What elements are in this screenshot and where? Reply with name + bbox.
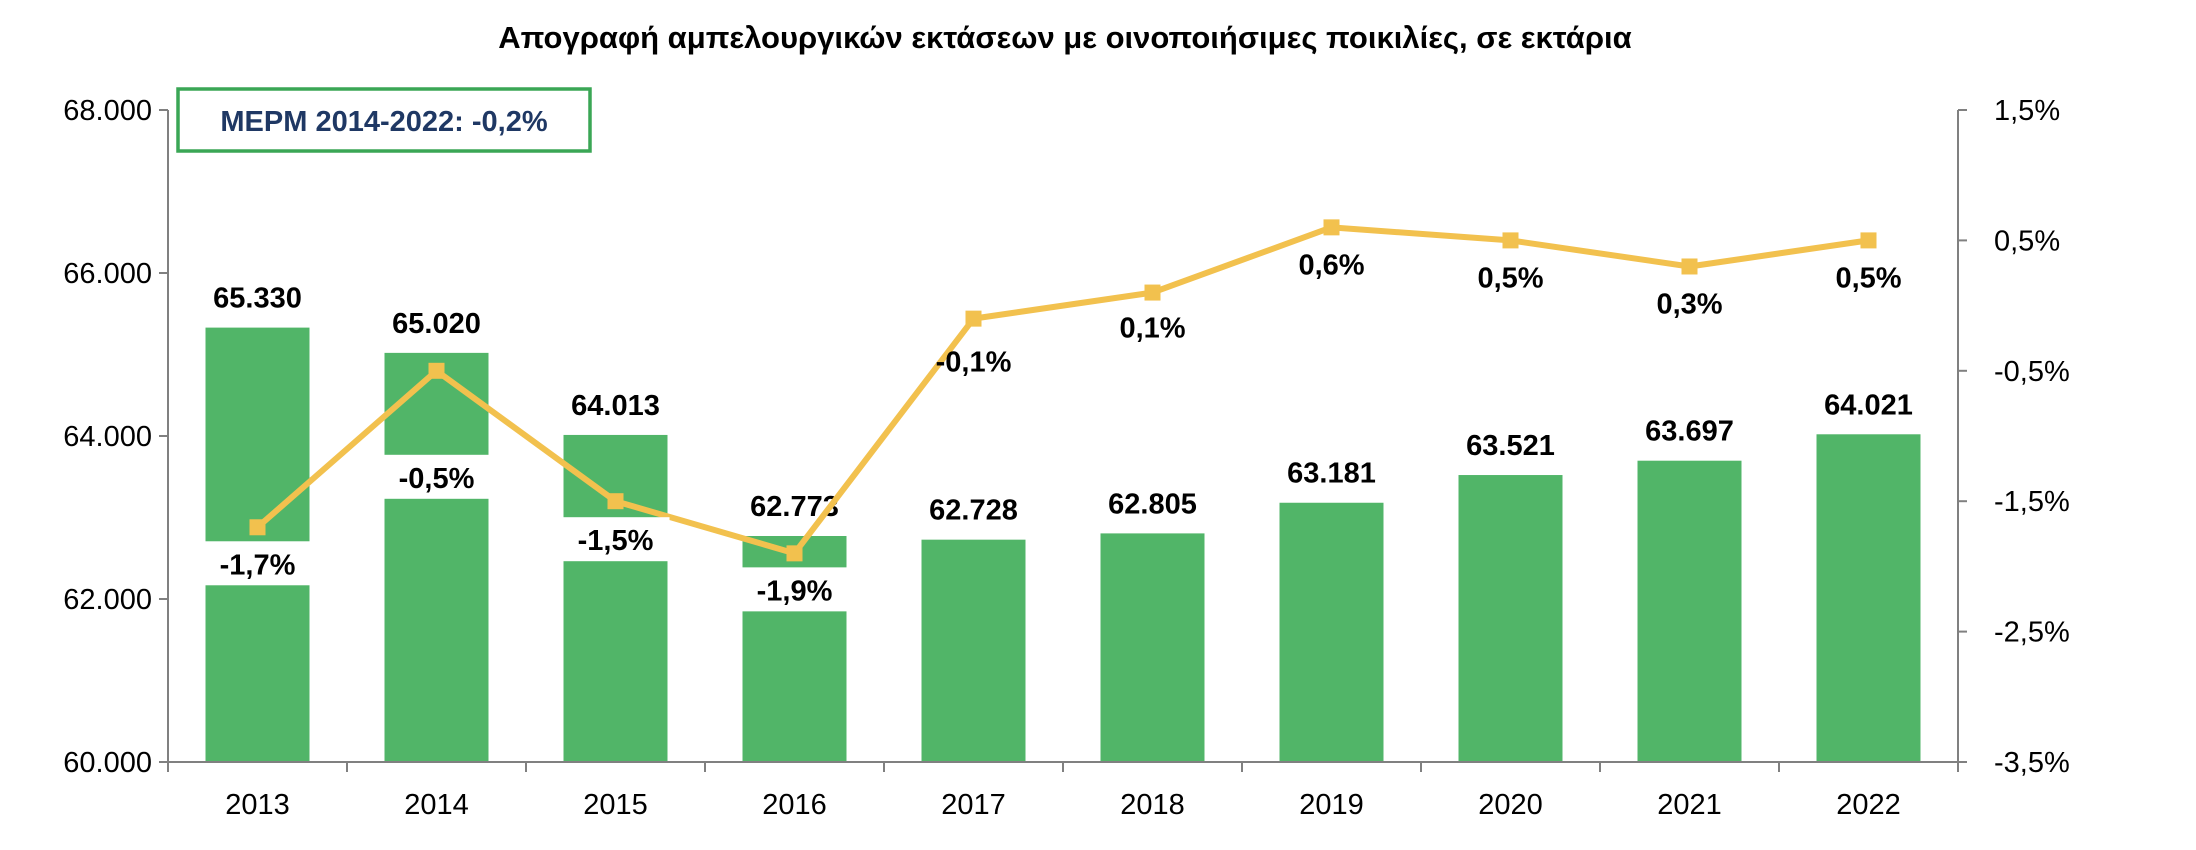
line-path (255, 224, 1869, 557)
line-label-bg-2013 (203, 541, 312, 586)
left-axis-tick-label: 68.000 (63, 95, 152, 127)
bar-label-2019: 63.181 (1287, 458, 1376, 490)
line-point-2020 (1502, 232, 1519, 249)
x-axis-label-2014: 2014 (404, 789, 469, 821)
left-axis-tick-label: 62.000 (63, 584, 152, 616)
line-label-2013: -1,7% (220, 549, 296, 581)
line-point-2016 (786, 545, 803, 562)
bar-series: 65.330 65.020 64.013 62.773 62.728 62.805 63.1… (205, 283, 1921, 762)
line-series: -1,7% -0,5% -1,5% -1,9% -0,1% 0,1% 0,6% 0,5% 0,3… (203, 219, 1902, 612)
mepm-annotation-text: ΜΕΡΜ 2014-2022: -0,2% (220, 106, 547, 138)
line-label-2019: 0,6% (1298, 249, 1364, 281)
left-y-axis: 60.000 62.000 64.000 66.000 68.000 (63, 95, 169, 779)
bar-label-2021: 63.697 (1645, 416, 1734, 448)
bar-2020 (1458, 475, 1563, 762)
bar-label-2014: 65.020 (392, 308, 481, 340)
line-point-2022 (1860, 232, 1877, 249)
bar-2015 (563, 434, 668, 762)
line-point-2013 (249, 519, 266, 536)
right-axis-tick-label: -2,5% (1994, 617, 2070, 649)
mepm-annotation-border (176, 87, 592, 153)
mepm-annotation: ΜΕΡΜ 2014-2022: -0,2% (176, 87, 592, 153)
x-axis-label-2021: 2021 (1657, 789, 1722, 821)
bar-2017 (921, 539, 1026, 762)
left-axis-tick-label: 60.000 (63, 747, 152, 779)
bar-2022 (1816, 434, 1921, 762)
bar-label-2015: 64.013 (571, 390, 660, 422)
line-label-2016: -1,9% (757, 575, 833, 607)
line-label-bg-2016 (740, 567, 849, 612)
bar-label-2016: 62.773 (750, 491, 839, 523)
bar-label-2013: 65.330 (213, 283, 302, 315)
right-axis-tick-label: -1,5% (1994, 486, 2070, 518)
x-axis-label-2020: 2020 (1478, 789, 1543, 821)
bar-label-2020: 63.521 (1466, 430, 1555, 462)
right-axis-tick-label: 1,5% (1994, 95, 2060, 127)
x-axis-label-2015: 2015 (583, 789, 648, 821)
left-axis-tick-label: 66.000 (63, 258, 152, 290)
line-point-2019 (1323, 219, 1340, 236)
line-point-2018 (1144, 284, 1161, 301)
left-axis-tick-label: 64.000 (63, 421, 152, 453)
line-label-bg-2015 (561, 517, 670, 562)
x-axis-label-2017: 2017 (941, 789, 1006, 821)
right-y-axis: -3,5% -2,5% -1,5% -0,5% 0,5% 1,5% (1957, 95, 2070, 779)
bar-label-2022: 64.021 (1824, 389, 1913, 421)
x-axis-label-2018: 2018 (1120, 789, 1185, 821)
x-axis-label-2016: 2016 (762, 789, 827, 821)
line-point-2017 (965, 310, 982, 327)
bar-2019 (1279, 502, 1384, 762)
x-axis-label-2013: 2013 (225, 789, 290, 821)
line-label-2021: 0,3% (1656, 288, 1722, 320)
bar-label-2017: 62.728 (929, 495, 1018, 527)
line-label-2015: -1,5% (578, 525, 654, 557)
right-axis-tick-label: -3,5% (1994, 747, 2070, 779)
x-axis-label-2022: 2022 (1836, 789, 1901, 821)
bar-2018 (1100, 533, 1205, 762)
line-label-2020: 0,5% (1477, 262, 1543, 294)
right-axis-tick-label: -0,5% (1994, 356, 2070, 388)
line-point-2021 (1681, 258, 1698, 275)
bar-2021 (1637, 460, 1742, 762)
line-point-2015 (607, 493, 624, 510)
bar-2014 (384, 352, 489, 762)
line-label-2017: -0,1% (936, 347, 1012, 379)
line-label-2018: 0,1% (1119, 313, 1185, 345)
right-axis-tick-label: 0,5% (1994, 225, 2060, 257)
x-axis-label-2019: 2019 (1299, 789, 1364, 821)
line-label-bg-2014 (382, 454, 491, 499)
line-label-2022: 0,5% (1835, 262, 1901, 294)
line-label-2014: -0,5% (399, 463, 475, 495)
line-point-2014 (428, 362, 445, 379)
chart-title: Απογραφή αμπελουργικών εκτάσεων με οινοπ… (498, 20, 1631, 55)
x-axis: 2013 2014 2015 2016 2017 2018 2019 2020 2021 2022 (167, 761, 1959, 821)
bar-label-2018: 62.805 (1108, 488, 1197, 520)
